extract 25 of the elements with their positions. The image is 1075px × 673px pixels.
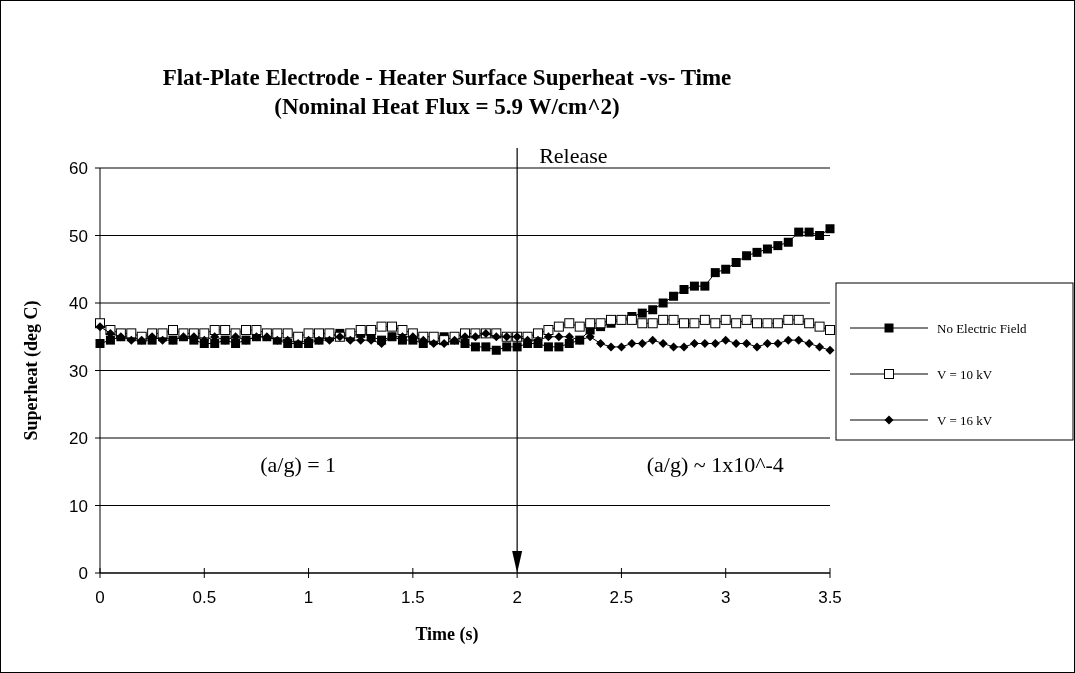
ref-line-label: Release [539, 143, 608, 168]
x-tick-label: 0.5 [192, 588, 217, 607]
chart-subtitle: (Nominal Heat Flux = 5.9 W/cm^2) [274, 94, 620, 119]
x-tick-label: 1 [303, 588, 314, 607]
text: No Electric Field [937, 321, 1028, 336]
x-tick-label: 0 [95, 588, 105, 607]
y-tick-label: 20 [69, 429, 88, 448]
text: V = 10 kV [937, 367, 993, 382]
y-tick-label: 40 [69, 294, 88, 313]
y-tick-label: 10 [69, 496, 88, 516]
y-axis-title: Superheat (deg C) [21, 300, 42, 441]
text: V = 16 kV [937, 413, 993, 428]
x-tick-label: 2.5 [609, 588, 634, 607]
y-tick-label: 30 [69, 361, 88, 381]
y-tick-label: 50 [69, 226, 88, 246]
x-tick-label: 2 [512, 588, 522, 607]
y-tick-label: 60 [69, 159, 88, 178]
x-tick-label: 3 [720, 588, 731, 607]
chart-title: Flat-Plate Electrode - Heater Surface Superheat -vs- Time [162, 65, 732, 90]
annotation: (a/g) = 1 [260, 451, 337, 477]
x-tick-label: 1.5 [401, 588, 425, 607]
x-axis-title: Time (s) [415, 624, 479, 645]
y-tick-label: 0 [78, 564, 88, 583]
annotation: (a/g) ~ 1x10^-4 [646, 451, 784, 477]
x-tick-label: 3.5 [818, 588, 842, 607]
